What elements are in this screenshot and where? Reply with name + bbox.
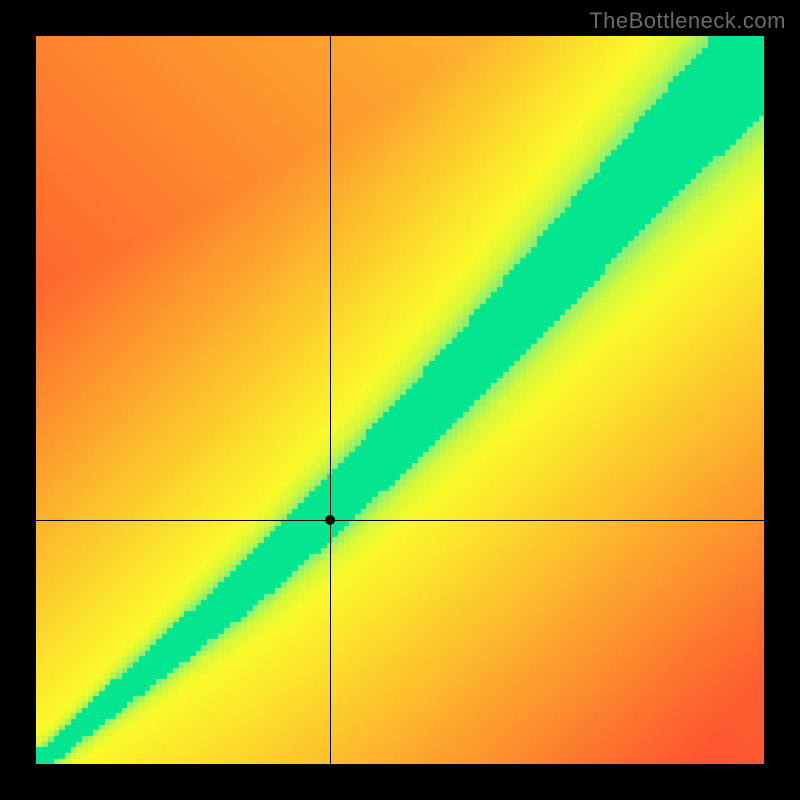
crosshair-marker <box>325 515 335 525</box>
watermark-text: TheBottleneck.com <box>589 8 786 34</box>
heatmap-canvas <box>36 36 764 764</box>
crosshair-vertical <box>330 36 331 764</box>
crosshair-horizontal <box>36 520 764 521</box>
heatmap-plot <box>36 36 764 764</box>
